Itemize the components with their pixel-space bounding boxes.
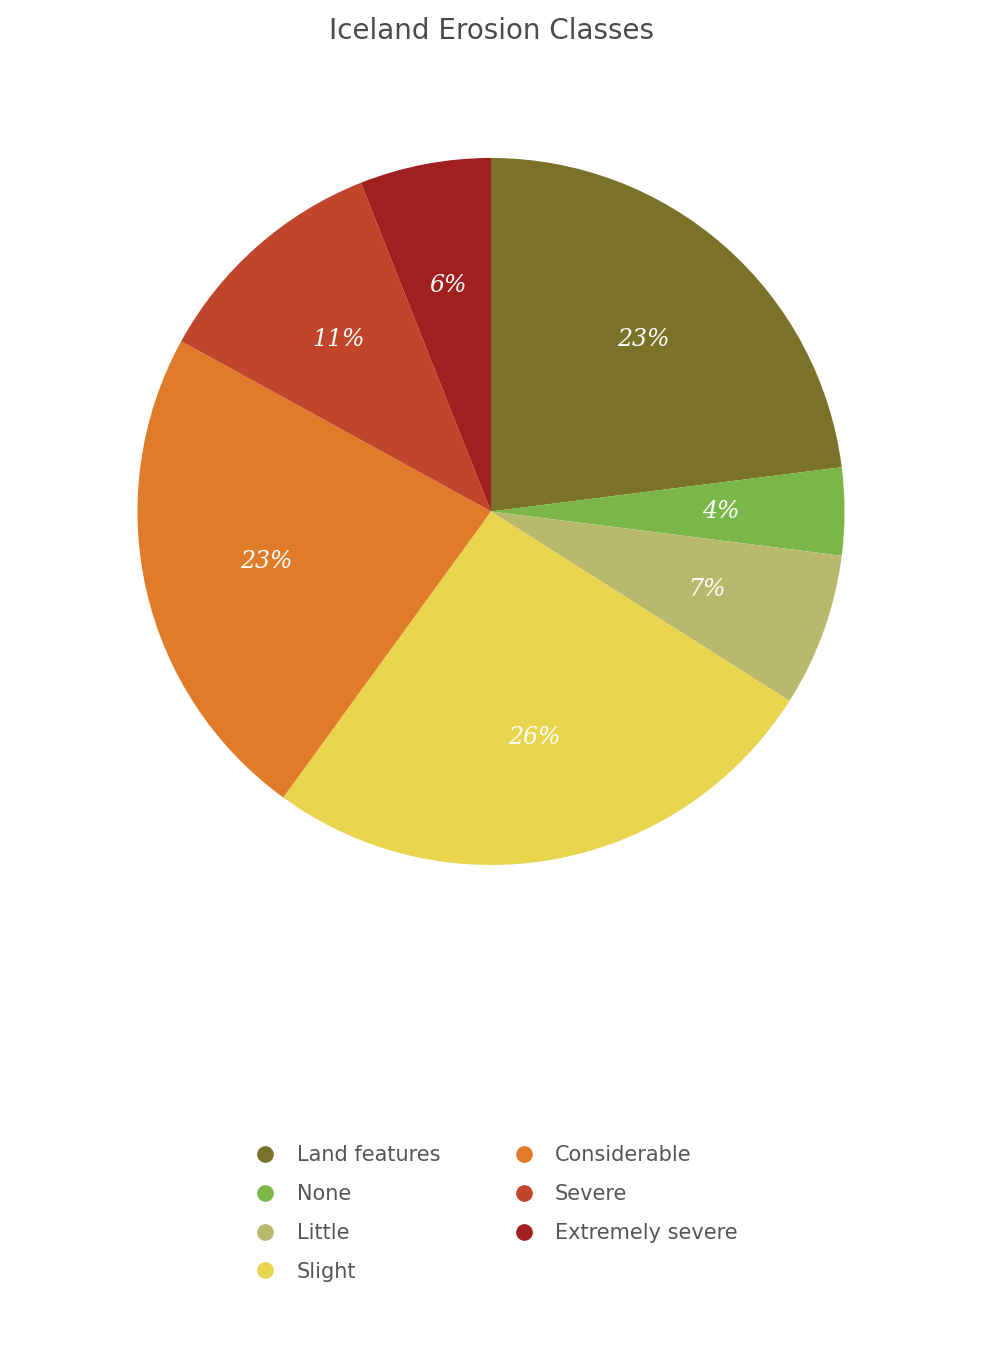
Legend: Land features, None, Little, Slight, Considerable, Severe, Extremely severe, : Land features, None, Little, Slight, Con… (245, 1145, 737, 1281)
Text: 23%: 23% (241, 551, 293, 573)
Wedge shape (491, 511, 842, 701)
Text: 11%: 11% (313, 327, 365, 350)
Title: Iceland Erosion Classes: Iceland Erosion Classes (329, 17, 653, 44)
Wedge shape (491, 467, 845, 556)
Wedge shape (491, 157, 842, 511)
Text: 23%: 23% (617, 327, 669, 350)
Text: 4%: 4% (702, 499, 739, 524)
Text: 7%: 7% (688, 577, 726, 600)
Wedge shape (137, 341, 491, 797)
Wedge shape (360, 157, 491, 511)
Text: 26%: 26% (508, 725, 561, 748)
Text: 6%: 6% (429, 275, 466, 297)
Wedge shape (182, 183, 491, 511)
Wedge shape (283, 511, 790, 865)
